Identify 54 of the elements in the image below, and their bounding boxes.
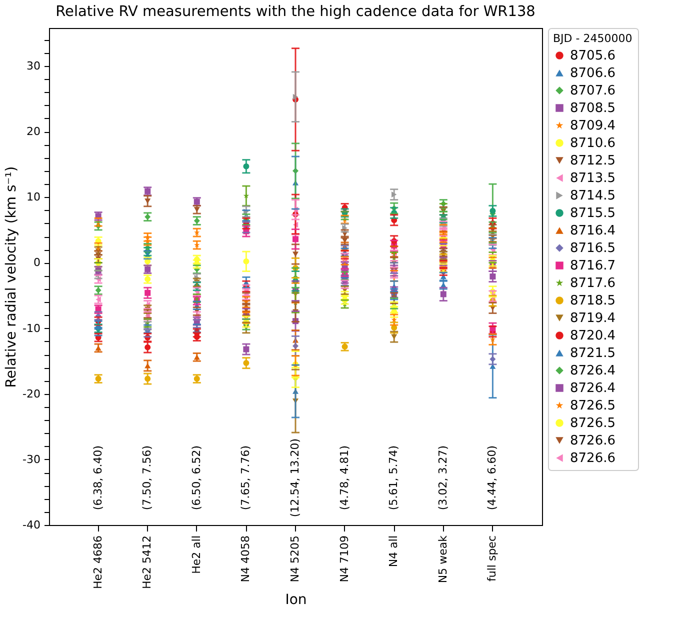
annotation: (12.54, 13.20) [288, 438, 302, 518]
legend-label: 8713.5 [570, 171, 616, 186]
legend-label: 8726.5 [570, 398, 616, 414]
legend-label: 8706.6 [570, 66, 616, 81]
legend-label: 8726.4 [570, 364, 616, 378]
legend-label: 8726.6 [570, 434, 616, 448]
legend-label: 8716.5 [570, 241, 616, 256]
annotation: (6.38, 6.40) [91, 446, 104, 510]
x-tick-label: N4 7109 [338, 536, 351, 582]
legend-label: 8715.5 [570, 206, 616, 221]
legend-label: 8726.4 [570, 381, 616, 396]
x-tick-label: N4 5205 [288, 536, 302, 582]
legend-label: 8709.4 [570, 118, 616, 134]
y-tick-label: -40 [22, 518, 40, 532]
y-tick-label: 0 [34, 256, 40, 270]
legend-label: 8705.6 [570, 48, 616, 64]
legend-label: 8712.5 [570, 154, 616, 168]
y-tick-label: 20 [26, 125, 40, 138]
legend-label: 8708.5 [570, 101, 616, 116]
legend-label: 8719.4 [570, 311, 616, 326]
x-axis-title: Ion [285, 592, 307, 608]
legend-label: 8714.5 [570, 188, 616, 204]
y-tick-label: 30 [26, 60, 40, 73]
legend-label: 8716.4 [570, 224, 616, 238]
legend-label: 8707.6 [570, 84, 616, 98]
y-tick-label: -20 [22, 387, 40, 400]
legend-label: 8716.7 [570, 258, 616, 274]
legend-title: BJD - 2450000 [553, 32, 632, 45]
annotation: (6.50, 6.52) [190, 446, 203, 510]
x-tick-label: N4 4058 [239, 536, 252, 582]
x-tick-label: He2 4686 [91, 536, 104, 590]
y-tick-label: 10 [26, 190, 40, 204]
legend-label: 8726.6 [570, 451, 616, 466]
x-tick-label: full spec [486, 536, 499, 582]
x-tick-label: He2 5412 [140, 536, 154, 590]
y-tick-label: -10 [22, 322, 40, 335]
annotation: (4.44, 6.60) [486, 446, 499, 510]
annotation: (5.61, 5.74) [387, 446, 400, 510]
legend-label: 8717.6 [570, 276, 616, 291]
x-tick-label: N5 weak [436, 534, 450, 584]
annotation: (3.02, 3.27) [436, 446, 450, 510]
legend-label: 8726.5 [570, 416, 616, 431]
annotation: (7.65, 7.76) [239, 446, 252, 510]
legend-label: 8710.6 [570, 136, 616, 151]
x-tick-label: He2 all [190, 536, 203, 574]
chart-title: Relative RV measurements with the high cadence data for WR138 [56, 4, 536, 20]
annotation: (7.50, 7.56) [140, 446, 154, 510]
y-axis-title: Relative radial velocity (km s⁻¹) [4, 166, 20, 388]
annotation: (4.78, 4.81) [338, 446, 351, 510]
y-tick-label: -30 [22, 452, 40, 466]
legend-label: 8720.4 [570, 328, 616, 344]
legend-label: 8718.5 [570, 294, 616, 308]
legend-label: 8721.5 [570, 346, 616, 361]
x-tick-label: N4 all [387, 536, 400, 568]
